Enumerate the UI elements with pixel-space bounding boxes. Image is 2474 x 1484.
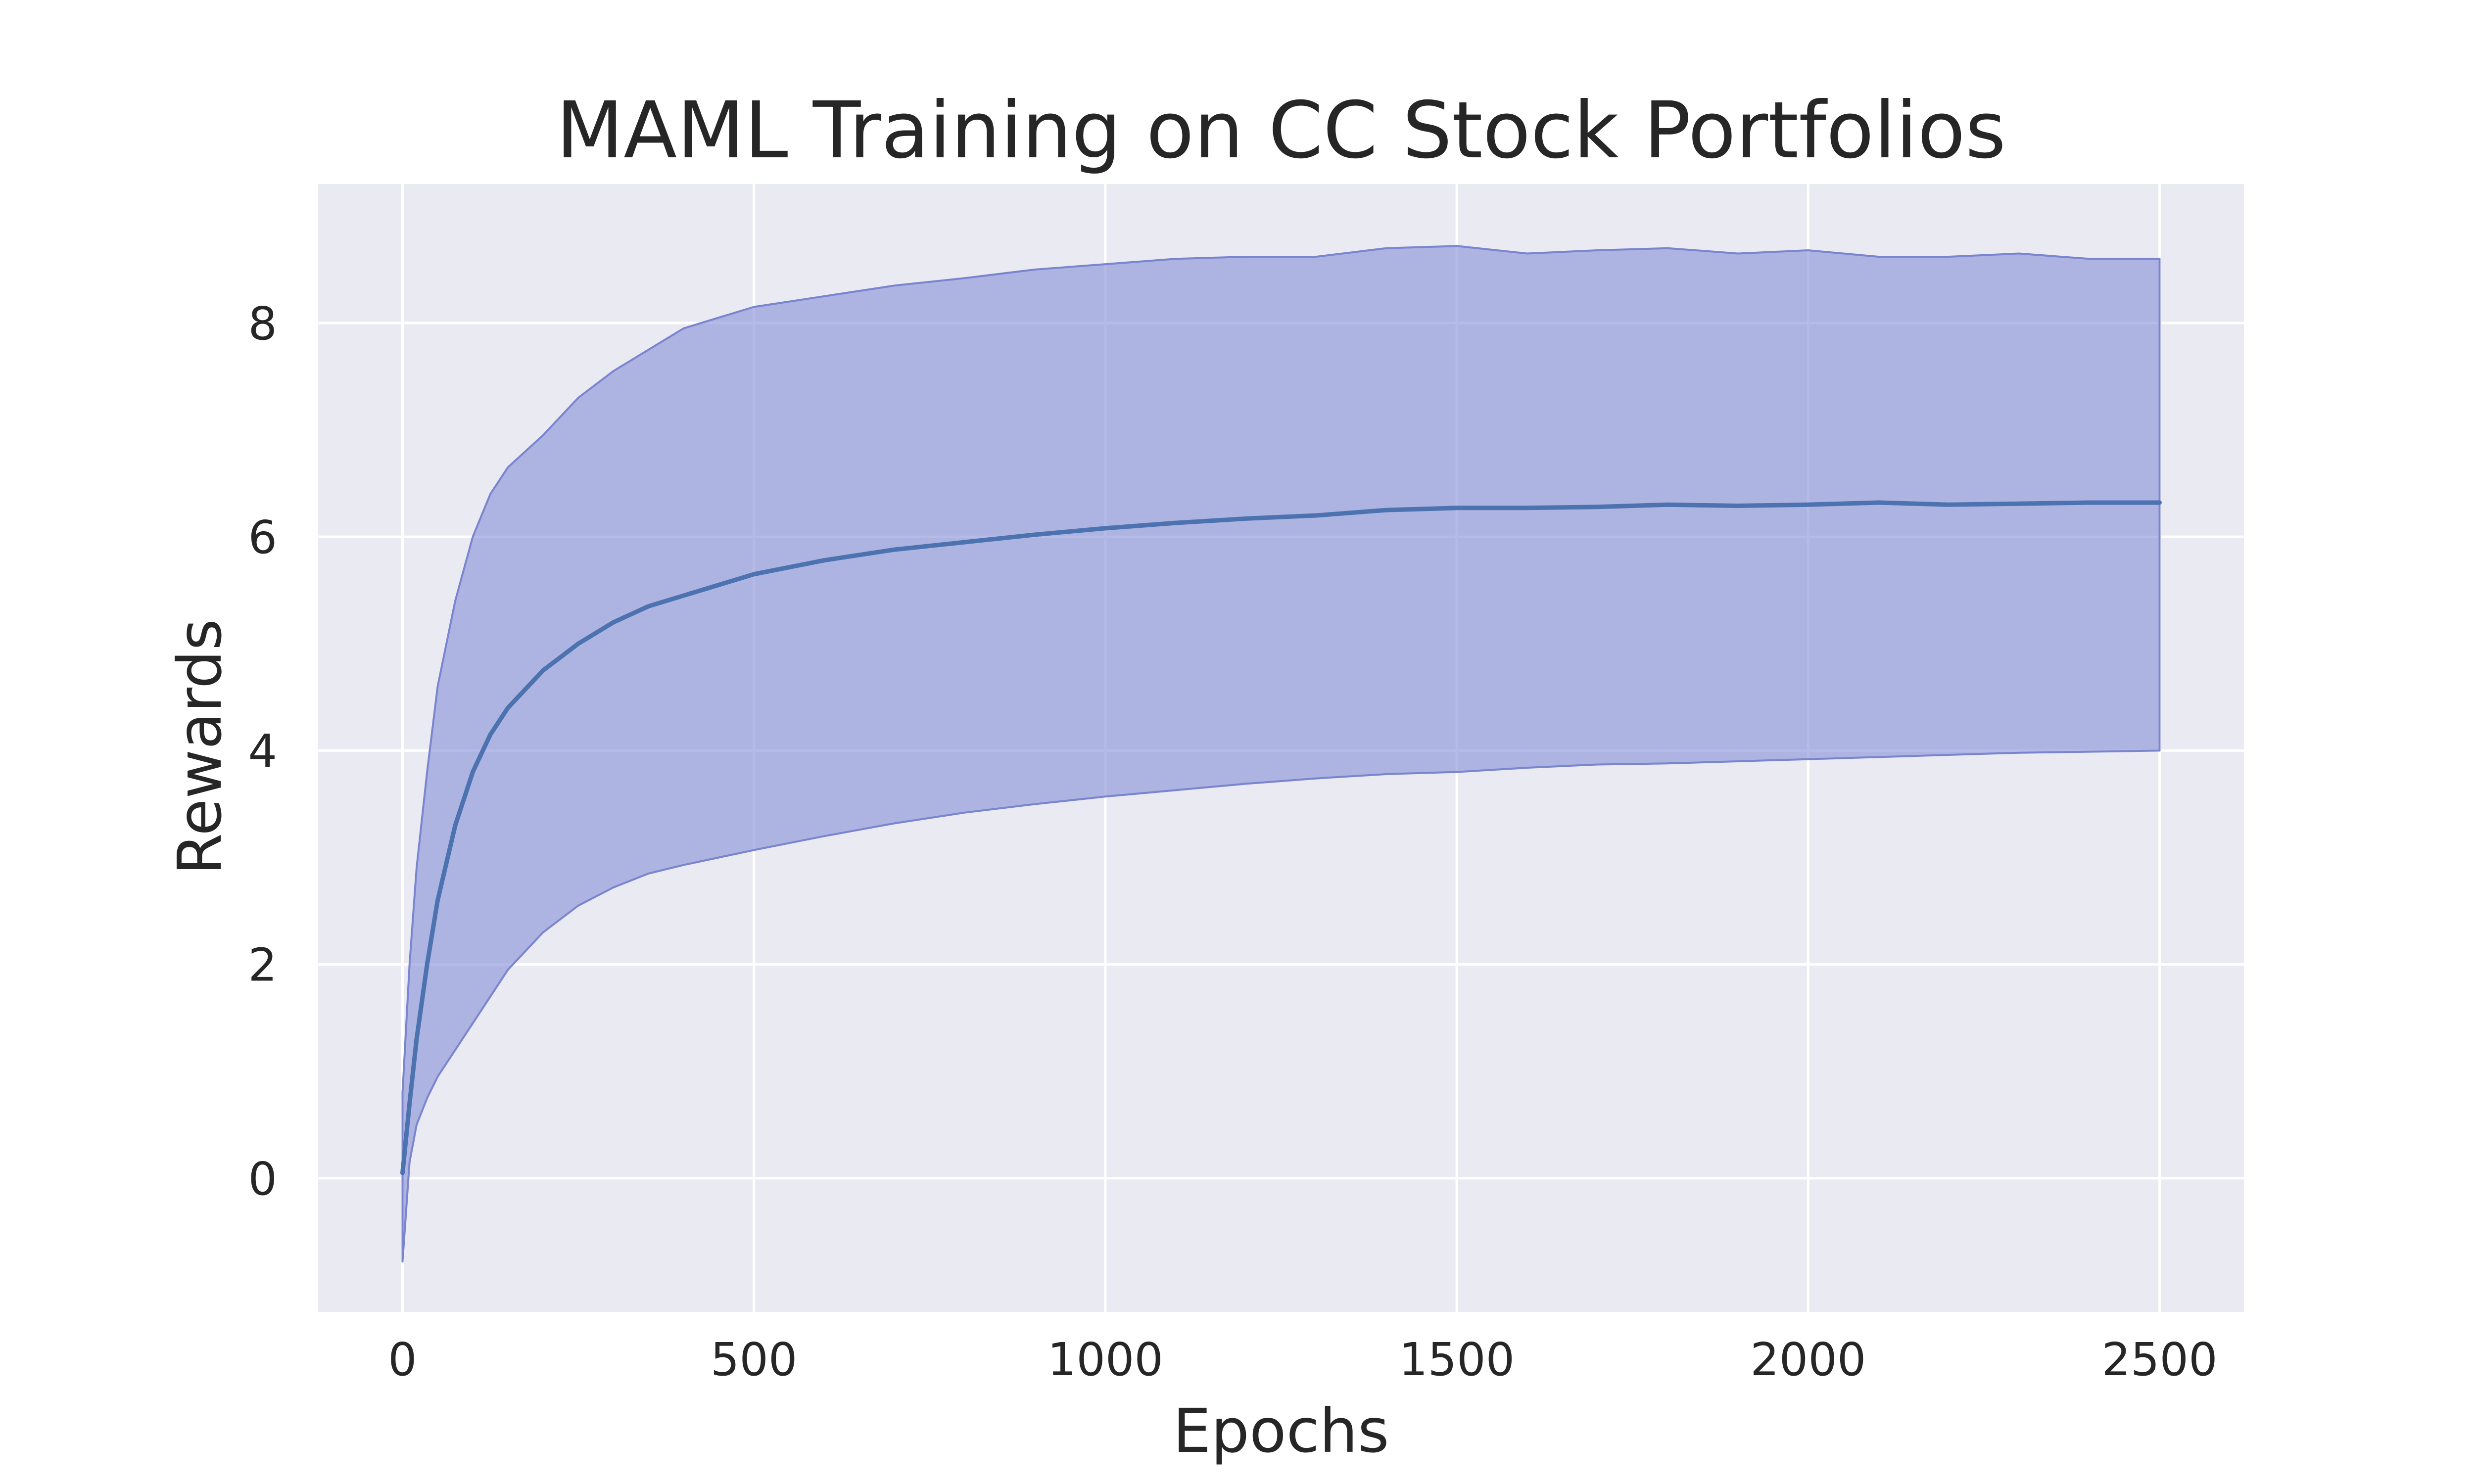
y-tick-labels: 0 2 4 6 8 <box>248 297 277 1206</box>
x-tick-label: 500 <box>711 1333 798 1386</box>
mean-line <box>400 500 2162 1175</box>
chart-title: MAML Training on CC Stock Portfolios <box>556 85 2006 176</box>
y-tick-label: 2 <box>248 939 277 992</box>
x-axis-label: Epochs <box>1173 1396 1389 1466</box>
y-tick-label: 4 <box>248 725 277 778</box>
y-tick-label: 8 <box>248 297 277 350</box>
x-tick-label: 0 <box>388 1333 417 1386</box>
y-tick-label: 6 <box>248 511 277 564</box>
x-tick-label: 1500 <box>1399 1333 1515 1386</box>
x-tick-label: 1000 <box>1047 1333 1163 1386</box>
y-axis-label: Rewards <box>165 619 235 875</box>
x-tick-labels: 0 500 1000 1500 2000 2500 <box>388 1333 2217 1386</box>
y-tick-label: 0 <box>248 1153 277 1206</box>
x-tick-label: 2000 <box>1750 1333 1866 1386</box>
confidence-band <box>401 245 2161 1263</box>
x-tick-label: 2500 <box>2101 1333 2217 1386</box>
